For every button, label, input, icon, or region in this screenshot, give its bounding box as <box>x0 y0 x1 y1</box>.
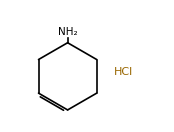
Text: HCl: HCl <box>114 67 133 77</box>
Text: NH₂: NH₂ <box>58 27 77 37</box>
